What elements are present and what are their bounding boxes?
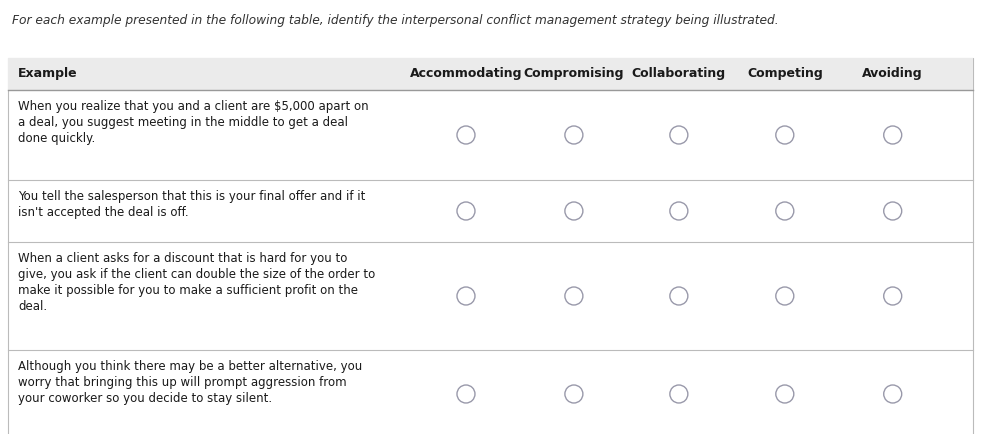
Text: Avoiding: Avoiding	[862, 68, 923, 80]
Text: Compromising: Compromising	[524, 68, 624, 80]
Point	[885, 132, 901, 138]
Point	[885, 293, 901, 299]
Point	[885, 391, 901, 398]
Point	[566, 391, 582, 398]
Bar	[8, 58, 973, 434]
Point	[671, 293, 687, 299]
Point	[458, 132, 474, 138]
Text: make it possible for you to make a sufficient profit on the: make it possible for you to make a suffi…	[18, 284, 358, 297]
Text: worry that bringing this up will prompt aggression from: worry that bringing this up will prompt …	[18, 376, 346, 389]
Text: You tell the salesperson that this is your final offer and if it: You tell the salesperson that this is yo…	[18, 190, 365, 203]
Text: Collaborating: Collaborating	[632, 68, 726, 80]
Text: Accommodating: Accommodating	[410, 68, 522, 80]
Point	[777, 132, 793, 138]
Point	[458, 391, 474, 398]
Text: Although you think there may be a better alternative, you: Although you think there may be a better…	[18, 360, 362, 373]
Point	[566, 132, 582, 138]
Point	[458, 207, 474, 214]
Text: isn't accepted the deal is off.: isn't accepted the deal is off.	[18, 206, 188, 219]
Point	[885, 207, 901, 214]
Point	[777, 293, 793, 299]
Text: When you realize that you and a client are $5,000 apart on: When you realize that you and a client a…	[18, 100, 369, 113]
Text: deal.: deal.	[18, 300, 47, 313]
Point	[671, 207, 687, 214]
Text: your coworker so you decide to stay silent.: your coworker so you decide to stay sile…	[18, 392, 272, 405]
Text: For each example presented in the following table, identify the interpersonal co: For each example presented in the follow…	[12, 14, 779, 27]
Text: When a client asks for a discount that is hard for you to: When a client asks for a discount that i…	[18, 252, 347, 265]
Text: done quickly.: done quickly.	[18, 132, 95, 145]
Text: Competing: Competing	[747, 68, 823, 80]
Point	[566, 293, 582, 299]
Text: a deal, you suggest meeting in the middle to get a deal: a deal, you suggest meeting in the middl…	[18, 116, 348, 129]
Text: give, you ask if the client can double the size of the order to: give, you ask if the client can double t…	[18, 268, 376, 281]
Point	[671, 391, 687, 398]
Point	[777, 391, 793, 398]
Point	[458, 293, 474, 299]
Text: Example: Example	[18, 68, 77, 80]
Point	[566, 207, 582, 214]
Point	[777, 207, 793, 214]
Bar	[8, 58, 973, 90]
Point	[671, 132, 687, 138]
